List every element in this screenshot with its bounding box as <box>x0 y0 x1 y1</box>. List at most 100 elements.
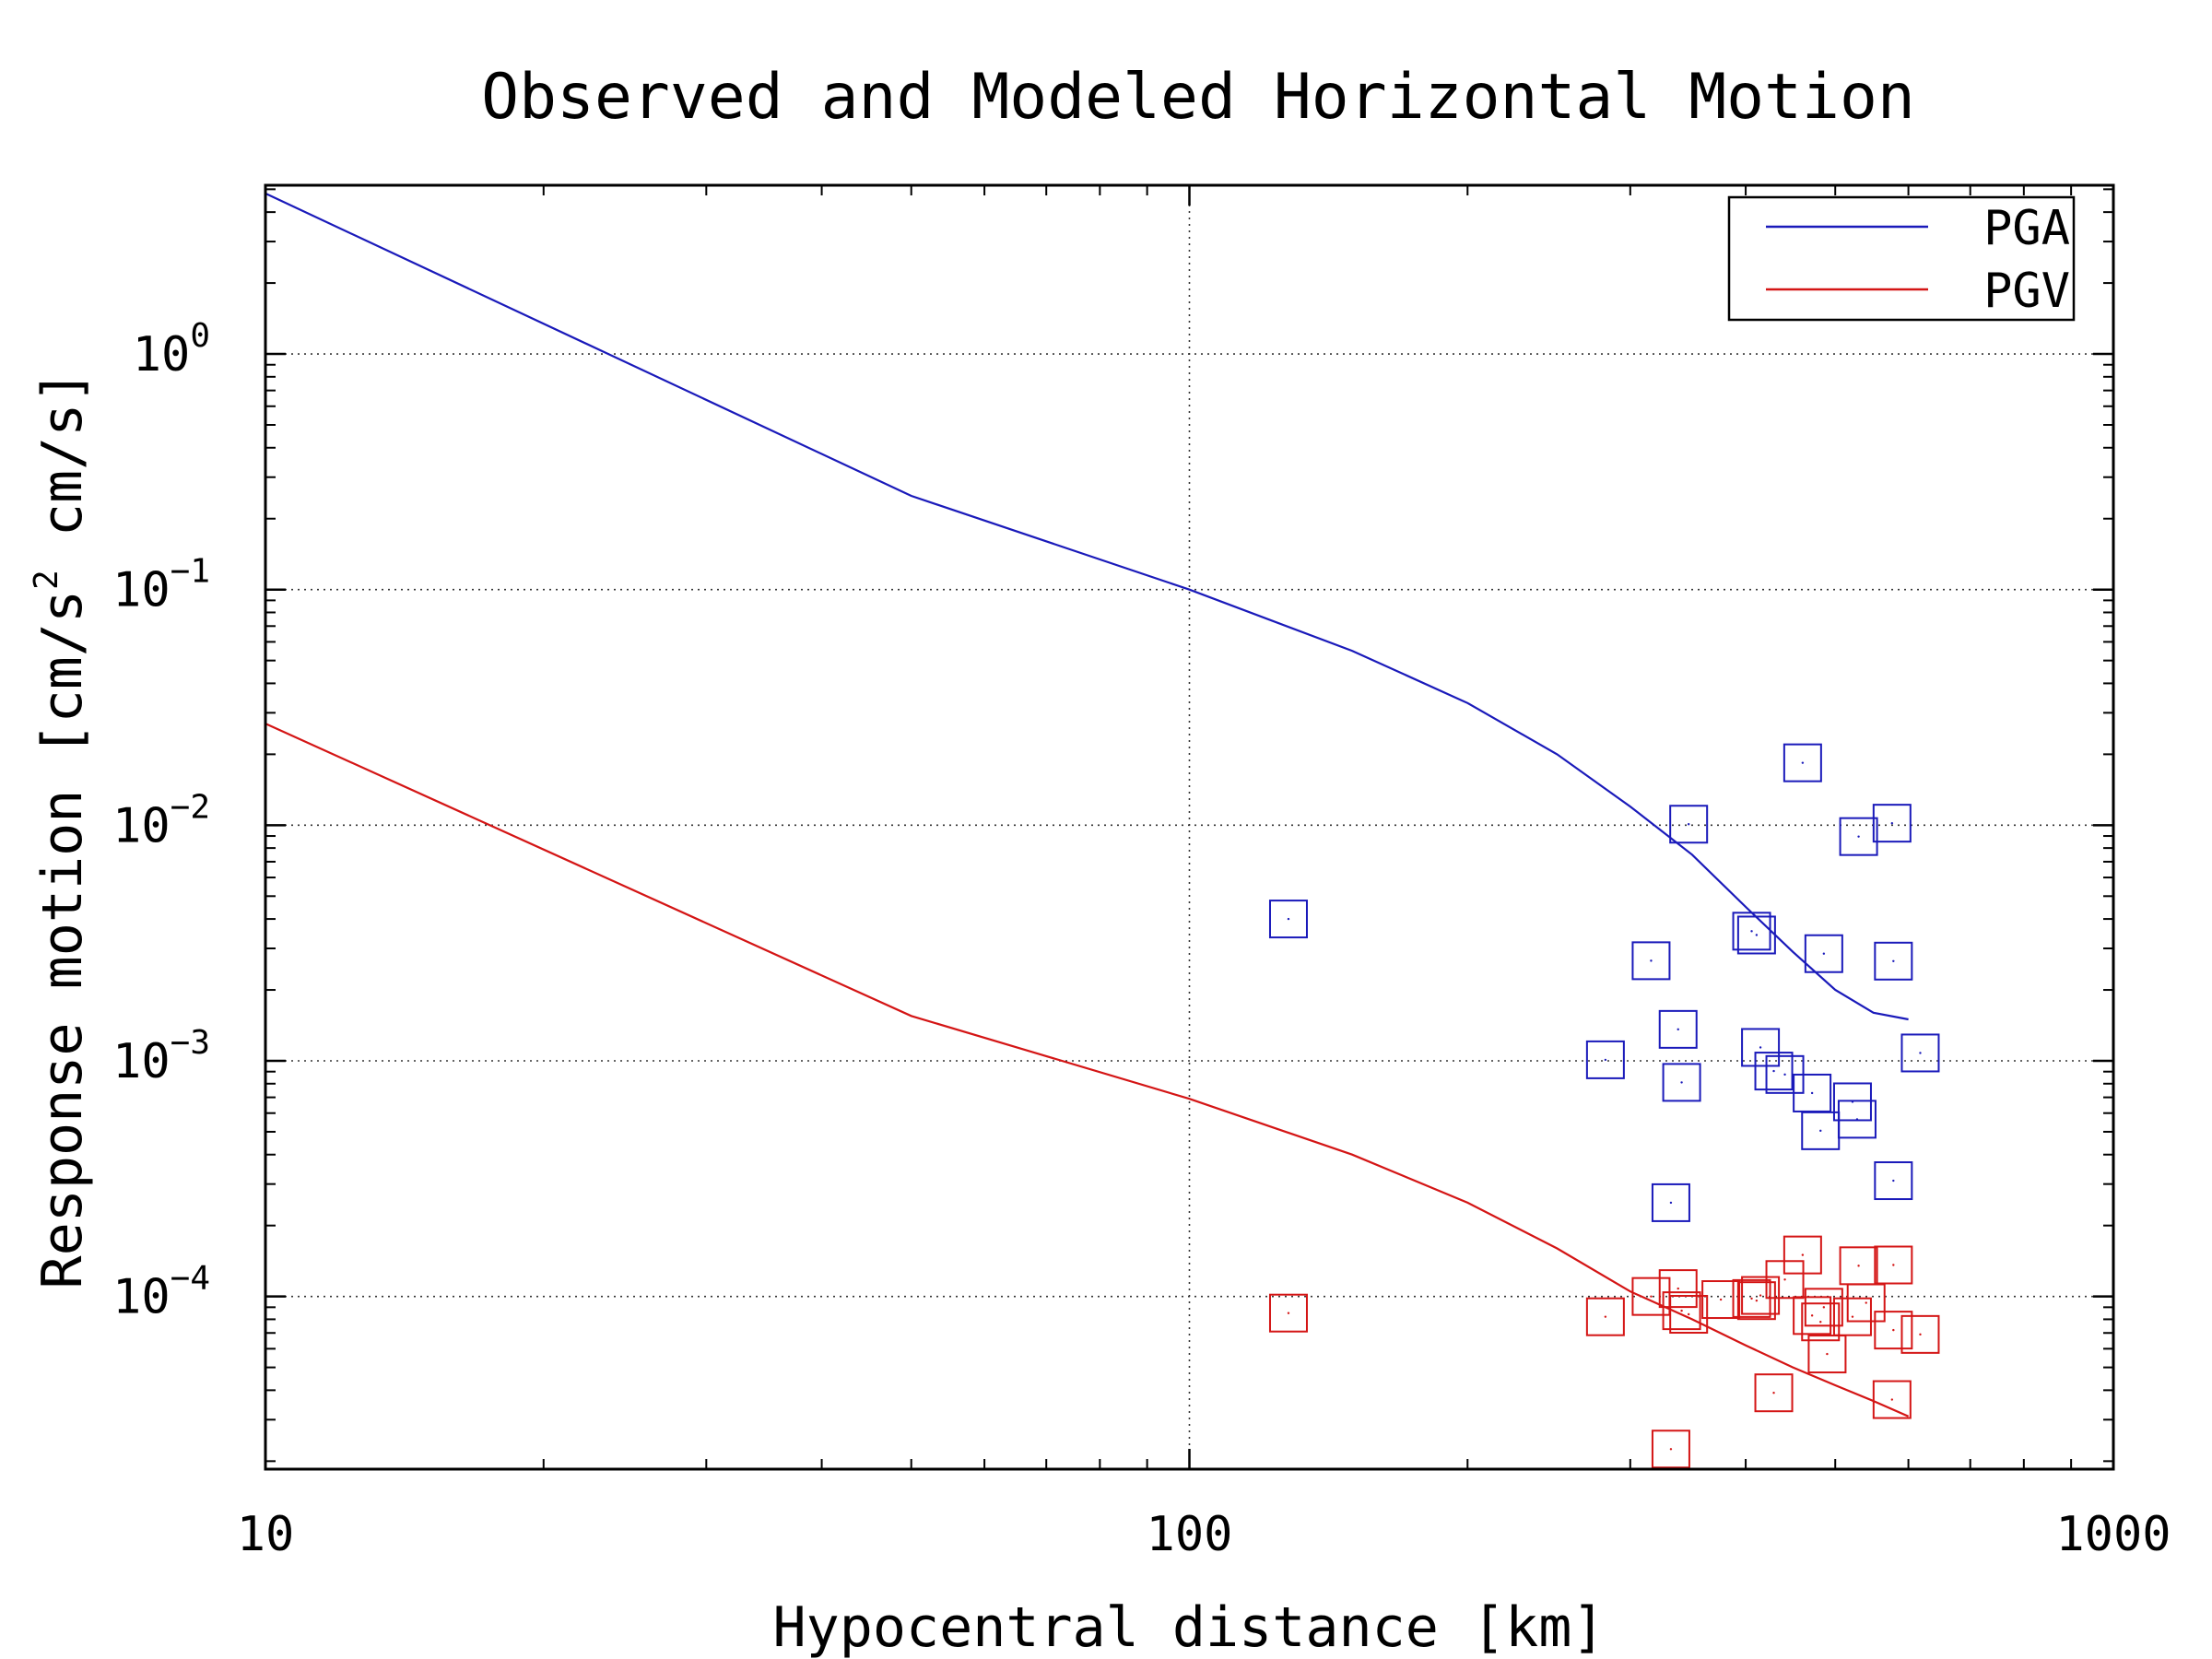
data-point-center-pgv-observed <box>1650 1295 1653 1298</box>
data-point-center-pga-observed <box>1810 1091 1814 1095</box>
data-point-pga-observed <box>1268 900 1308 939</box>
data-point-pga-observed <box>1804 934 1843 973</box>
series-markers-pgv-observed <box>1268 1235 1940 1469</box>
data-point-center-pga-observed <box>1855 1118 1859 1121</box>
data-point-center-pgv-observed <box>1919 1333 1922 1336</box>
data-point-center-pga-observed <box>1750 930 1753 933</box>
data-point-center-pga-observed <box>1604 1058 1607 1062</box>
y-tick-base: 10 <box>112 1034 171 1089</box>
data-point-pga-observed <box>1874 1161 1913 1201</box>
data-point-center-pgv-observed <box>1892 1264 1895 1266</box>
y-tick-base: 10 <box>133 327 191 382</box>
y-tick-exponent: −4 <box>171 1260 210 1298</box>
data-point-pgv-observed <box>1651 1430 1690 1469</box>
data-point-pgv-observed <box>1662 1291 1701 1331</box>
y-tick-label: 10−1 <box>112 553 210 618</box>
data-point-center-pgv-observed <box>1604 1315 1607 1318</box>
data-point-pga-observed <box>1741 1028 1781 1067</box>
legend-label-pga: PGA <box>1983 201 2070 256</box>
legend: PGA PGV <box>1727 195 2076 322</box>
y-tick-label: 10−3 <box>112 1024 210 1089</box>
y-tick-exponent: −1 <box>171 553 210 591</box>
data-point-pgv-observed <box>1900 1314 1940 1354</box>
data-point-center-pgv-observed <box>1819 1321 1822 1324</box>
data-point-pga-observed <box>1585 1040 1625 1079</box>
data-point-center-pga-observed <box>1680 1081 1683 1084</box>
plot-frame <box>264 183 2115 1471</box>
data-point-center-pgv-observed <box>1772 1391 1775 1394</box>
data-point-center-pgv-observed <box>1719 1298 1723 1301</box>
data-point-pga-observed <box>1874 941 1913 981</box>
data-point-pgv-observed <box>1585 1297 1625 1336</box>
data-point-pgv-observed <box>1801 1302 1841 1342</box>
data-point-pgv-observed <box>1807 1335 1847 1374</box>
data-point-center-pgv-observed <box>1750 1297 1753 1300</box>
data-point-pga-observed <box>1631 941 1671 981</box>
data-point-center-pgv-observed <box>1759 1294 1762 1297</box>
data-point-center-pgv-observed <box>1677 1287 1679 1290</box>
data-point-pga-observed <box>1736 915 1776 955</box>
data-point-pga-observed <box>1839 817 1878 856</box>
data-point-center-pgv-observed <box>1783 1278 1786 1281</box>
data-point-pga-observed <box>1732 912 1771 951</box>
chart-title: Observed and Modeled Horizontal Motion <box>481 61 1915 134</box>
data-point-center-pgv-observed <box>1287 1312 1290 1314</box>
data-point-center-pgv-observed <box>1826 1352 1829 1356</box>
data-point-pgv-observed <box>1874 1245 1913 1285</box>
series-markers-pga-observed <box>1268 743 1940 1222</box>
y-tick-exponent: −3 <box>171 1024 210 1062</box>
y-axis-label-suffix: cm/s] <box>30 370 95 570</box>
data-point-pgv-observed <box>1783 1235 1822 1275</box>
legend-label-pgv: PGV <box>1983 264 2070 319</box>
data-point-center-pgv-observed <box>1892 1328 1895 1332</box>
data-point-pgv-observed <box>1268 1293 1308 1333</box>
x-tick-label: 1000 <box>2055 1507 2171 1562</box>
x-tick-label: 10 <box>237 1507 295 1562</box>
data-point-center-pgv-observed <box>1687 1312 1690 1316</box>
data-point-center-pgv-observed <box>1857 1265 1860 1267</box>
y-tick-exponent: −2 <box>171 788 210 826</box>
data-point-center-pga-observed <box>1650 959 1653 962</box>
data-point-center-pga-observed <box>1772 1069 1775 1073</box>
data-point-pga-observed <box>1783 743 1822 782</box>
y-axis-label-exponent: 2 <box>28 570 65 590</box>
data-point-center-pgv-observed <box>1822 1306 1826 1309</box>
data-point-pga-observed <box>1837 1100 1877 1139</box>
x-tick-labels: 10 100 1000 <box>237 1507 2171 1562</box>
x-tick-label: 100 <box>1147 1507 1233 1562</box>
data-point-pgv-observed <box>1846 1283 1886 1323</box>
legend-box <box>1727 195 2076 322</box>
y-axis-label: Response motion [cm/s2 cm/s] <box>28 370 95 1288</box>
data-point-pgv-observed <box>1658 1269 1698 1309</box>
data-point-center-pga-observed <box>1819 1129 1822 1133</box>
y-tick-exponent: 0 <box>190 317 210 355</box>
data-point-pgv-observed <box>1741 1276 1781 1315</box>
y-tick-label: 10−2 <box>112 788 210 853</box>
data-point-center-pga-observed <box>1287 917 1290 921</box>
data-point-pga-observed <box>1832 1082 1872 1122</box>
data-point-center-pga-observed <box>1755 934 1759 936</box>
series-layer <box>265 192 1940 1469</box>
data-point-pgv-observed <box>1736 1281 1776 1321</box>
data-point-pga-observed <box>1658 1009 1698 1049</box>
y-tick-base: 10 <box>112 563 171 618</box>
minor-ticks <box>265 185 2113 1469</box>
data-point-center-pga-observed <box>1822 952 1826 955</box>
data-point-pgv-observed <box>1874 1311 1913 1350</box>
data-point-pgv-observed <box>1669 1295 1709 1335</box>
y-tick-base: 10 <box>112 798 171 853</box>
data-point-pga-observed <box>1754 1052 1794 1091</box>
y-axis-label-prefix: Response motion [cm/s <box>30 590 95 1289</box>
data-point-center-pga-observed <box>1687 823 1690 826</box>
series-line-pga <box>265 192 1909 1021</box>
data-point-pgv-observed <box>1832 1297 1872 1336</box>
data-point-center-pga-observed <box>1890 821 1894 825</box>
data-point-center-pga-observed <box>1669 1201 1673 1205</box>
data-point-center-pgv-observed <box>1851 1315 1854 1318</box>
y-tick-base: 10 <box>112 1270 171 1325</box>
data-point-pga-observed <box>1669 805 1709 844</box>
data-point-center-pgv-observed <box>1890 1398 1894 1401</box>
data-point-pga-observed <box>1662 1063 1701 1102</box>
